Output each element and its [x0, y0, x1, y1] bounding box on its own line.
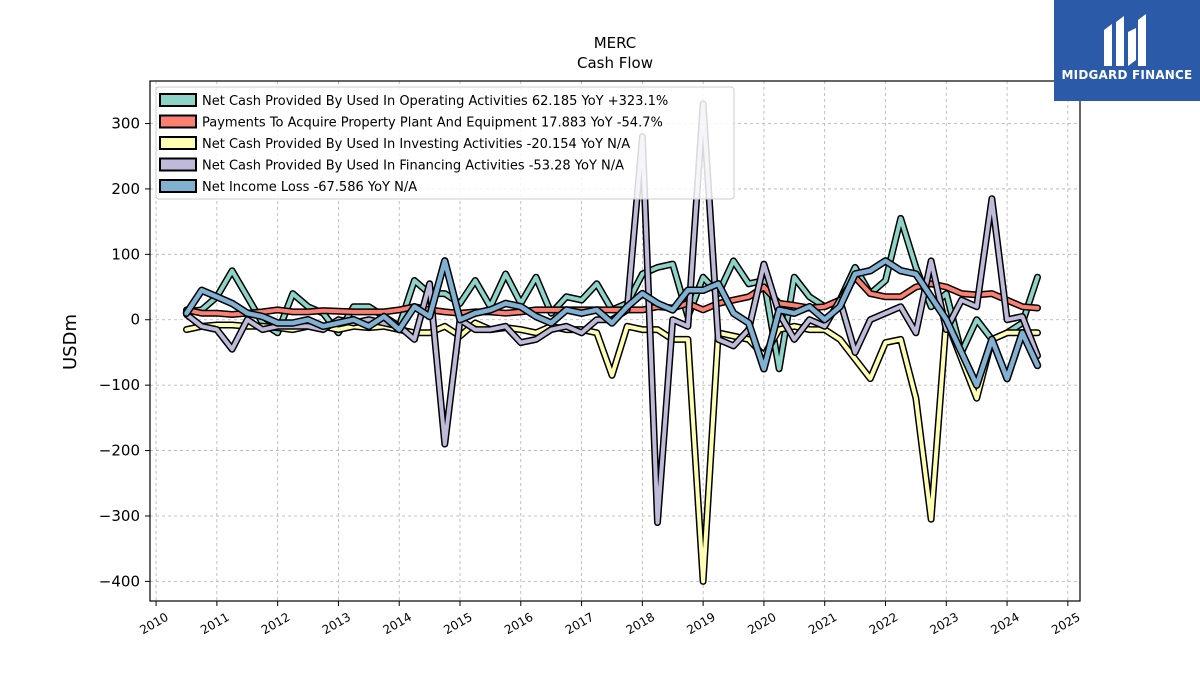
legend-swatch [159, 179, 197, 193]
y-tick-label: −400 [99, 572, 140, 590]
axes-frame [149, 80, 1081, 602]
x-tick-label: 2010 [137, 610, 170, 637]
legend-entry: Net Income Loss -67.586 YoY N/A [202, 180, 417, 195]
x-tick-label: 2014 [380, 610, 413, 637]
y-tick-label: −100 [99, 376, 140, 394]
legend-entry: Net Cash Provided By Used In Investing A… [202, 137, 630, 152]
x-tick-label: 2023 [928, 610, 961, 637]
x-tick-label: 2020 [745, 610, 778, 637]
x-tick-label: 2022 [867, 610, 900, 637]
chart-title: MERC [594, 34, 637, 52]
legend-box [155, 86, 735, 200]
legend-entry: Net Cash Provided By Used In Operating A… [202, 94, 668, 109]
chart-subtitle: Cash Flow [577, 54, 653, 72]
x-tick-label: 2018 [624, 610, 657, 637]
legend-entry: Net Cash Provided By Used In Financing A… [202, 159, 624, 174]
x-tick-label: 2017 [563, 610, 596, 637]
legend-swatch [159, 136, 197, 150]
x-tick-label: 2016 [502, 610, 535, 637]
midgard-finance-logo: MIDGARD FINANCE [1054, 0, 1200, 101]
x-tick-label: 2019 [684, 610, 717, 637]
brand-name: MIDGARD FINANCE [1061, 68, 1193, 82]
y-tick-label: 200 [111, 180, 140, 198]
legend-swatch [159, 114, 197, 129]
x-tick-label: 2021 [806, 610, 839, 637]
legend-swatch [159, 93, 197, 107]
series-line [184, 275, 1040, 317]
legend-entry: Payments To Acquire Property Plant And E… [202, 116, 663, 131]
legend-swatch [159, 157, 197, 172]
series-line [184, 258, 1040, 388]
y-tick-label: 0 [130, 311, 140, 329]
x-tick-label: 2015 [441, 610, 474, 637]
brand-mark-icon [1104, 14, 1146, 66]
x-tick-label: 2011 [198, 610, 231, 637]
x-tick-label: 2025 [1049, 610, 1082, 637]
series-group [182, 100, 1042, 585]
y-tick-label: −200 [99, 442, 140, 460]
y-axis-label: USDm [60, 314, 81, 370]
y-tick-label: 300 [111, 115, 140, 133]
x-tick-label: 2012 [259, 610, 292, 637]
y-tick-label: −300 [99, 507, 140, 525]
x-tick-label: 2024 [988, 610, 1021, 637]
y-tick-label: 100 [111, 245, 140, 263]
x-tick-label: 2013 [320, 610, 353, 637]
